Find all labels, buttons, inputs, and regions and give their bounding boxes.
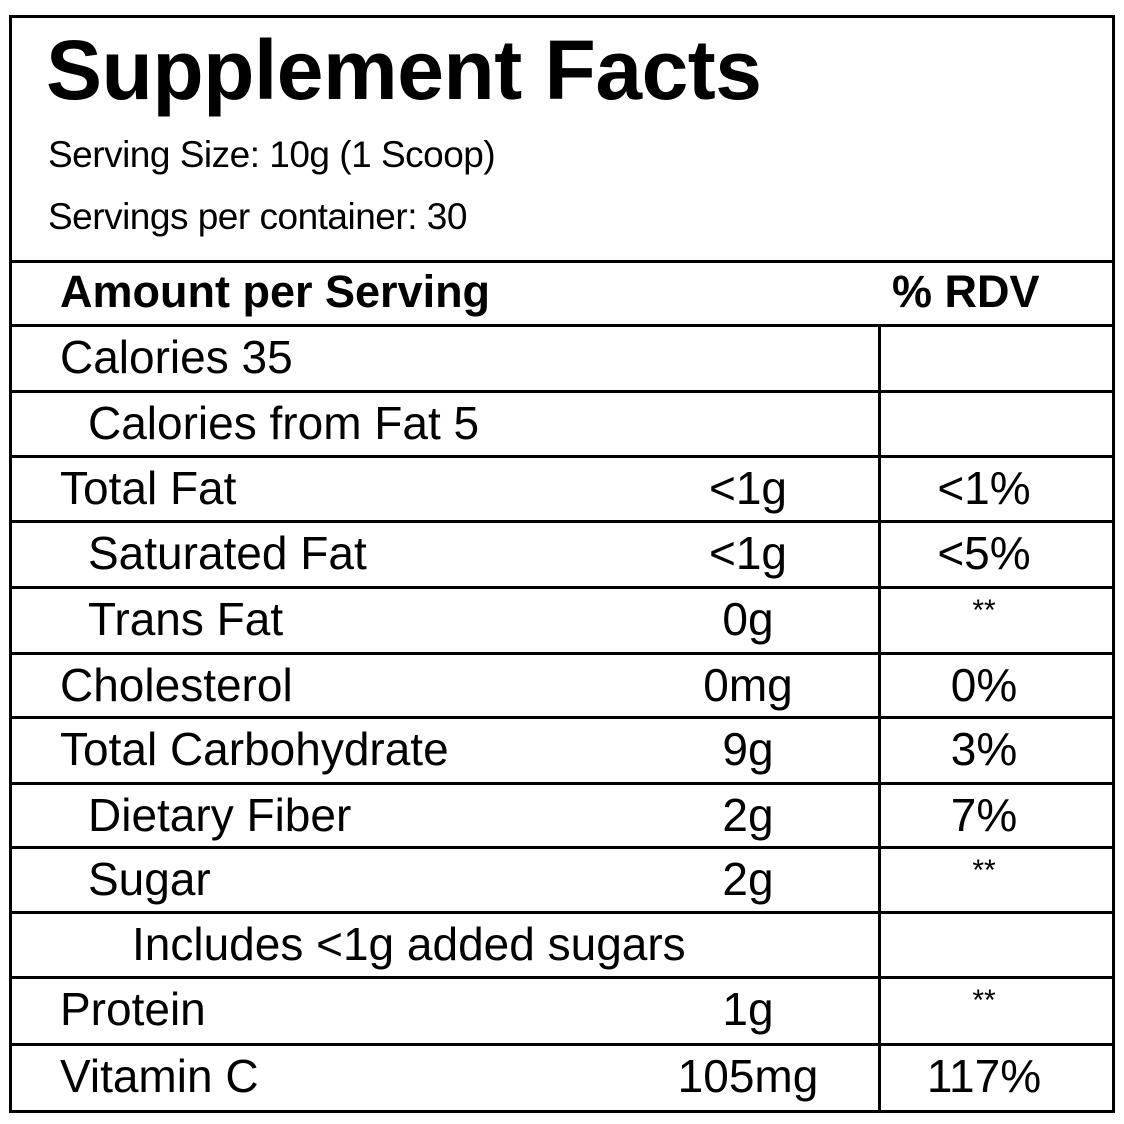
nutrient-label: Trans Fat — [88, 593, 284, 645]
row-divider — [9, 520, 1112, 523]
nutrient-amount: 105mg — [677, 1050, 819, 1102]
nutrient-label: Protein — [60, 983, 206, 1035]
row-divider — [9, 455, 1112, 458]
nutrient-row: Cholesterol 0mg 0% — [12, 656, 1109, 718]
nutrient-row: Calories from Fat 5 — [12, 394, 1109, 456]
nutrient-rdv: ** — [972, 984, 996, 1017]
serving-size: Serving Size: 10g (1 Scoop) — [48, 134, 496, 175]
row-divider — [9, 716, 1112, 719]
row-divider — [9, 586, 1112, 589]
nutrient-amount: 9g — [722, 723, 774, 775]
nutrient-rdv: <5% — [937, 527, 1031, 579]
nutrient-rdv: ** — [972, 594, 996, 627]
nutrient-rdv: 117% — [926, 1050, 1042, 1102]
row-divider — [9, 782, 1112, 785]
row-divider — [9, 1043, 1112, 1046]
nutrient-label: Cholesterol — [60, 659, 293, 711]
row-divider — [9, 390, 1112, 393]
nutrient-row: Dietary Fiber 2g 7% — [12, 786, 1109, 848]
nutrient-row: Total Fat <1g <1% — [12, 459, 1109, 521]
nutrient-row: Vitamin C 105mg 117% — [12, 1047, 1109, 1109]
nutrient-row: Protein 1g ** — [12, 980, 1109, 1042]
row-divider — [9, 846, 1112, 849]
nutrient-rdv: <1% — [937, 462, 1031, 514]
nutrient-row: Sugar 2g ** — [12, 850, 1109, 912]
servings-per-container: Servings per container: 30 — [48, 196, 467, 237]
nutrient-rdv: 3% — [950, 723, 1018, 775]
nutrient-label: Sugar — [88, 853, 211, 905]
label-frame — [9, 15, 1115, 1113]
nutrient-amount: <1g — [708, 462, 788, 514]
nutrient-amount: <1g — [708, 527, 788, 579]
nutrient-row: Saturated Fat <1g <5% — [12, 524, 1109, 586]
nutrient-label: Calories from Fat 5 — [88, 397, 480, 449]
nutrient-label: Dietary Fiber — [88, 789, 352, 841]
nutrient-rdv: 0% — [950, 659, 1018, 711]
row-divider — [9, 911, 1112, 914]
amount-header: Amount per Serving — [60, 266, 491, 317]
row-divider — [9, 652, 1112, 655]
nutrient-row: Calories 35 — [12, 328, 1109, 390]
nutrient-label: Total Fat — [60, 462, 237, 514]
row-divider — [9, 976, 1112, 979]
nutrient-amount: 1g — [722, 983, 774, 1035]
divider — [9, 260, 1112, 263]
rdv-header: % RDV — [892, 266, 1040, 317]
nutrient-amount: 0mg — [703, 659, 793, 711]
nutrient-row: Trans Fat 0g ** — [12, 590, 1109, 652]
nutrient-row: Total Carbohydrate 9g 3% — [12, 720, 1109, 782]
nutrient-amount: 2g — [722, 853, 774, 905]
nutrient-amount: 2g — [722, 789, 774, 841]
nutrient-row: Includes <1g added sugars — [12, 915, 1109, 977]
row-divider — [9, 324, 1112, 327]
nutrient-rdv: 7% — [950, 789, 1018, 841]
nutrient-label: Includes <1g added sugars — [132, 918, 686, 970]
nutrient-rdv: ** — [972, 854, 996, 887]
label-title: Supplement Facts — [46, 23, 762, 117]
nutrient-amount: 0g — [722, 593, 774, 645]
nutrient-label: Vitamin C — [60, 1050, 259, 1102]
nutrient-label: Saturated Fat — [88, 527, 367, 579]
nutrient-label: Total Carbohydrate — [60, 723, 449, 775]
nutrient-label: Calories 35 — [60, 331, 293, 383]
